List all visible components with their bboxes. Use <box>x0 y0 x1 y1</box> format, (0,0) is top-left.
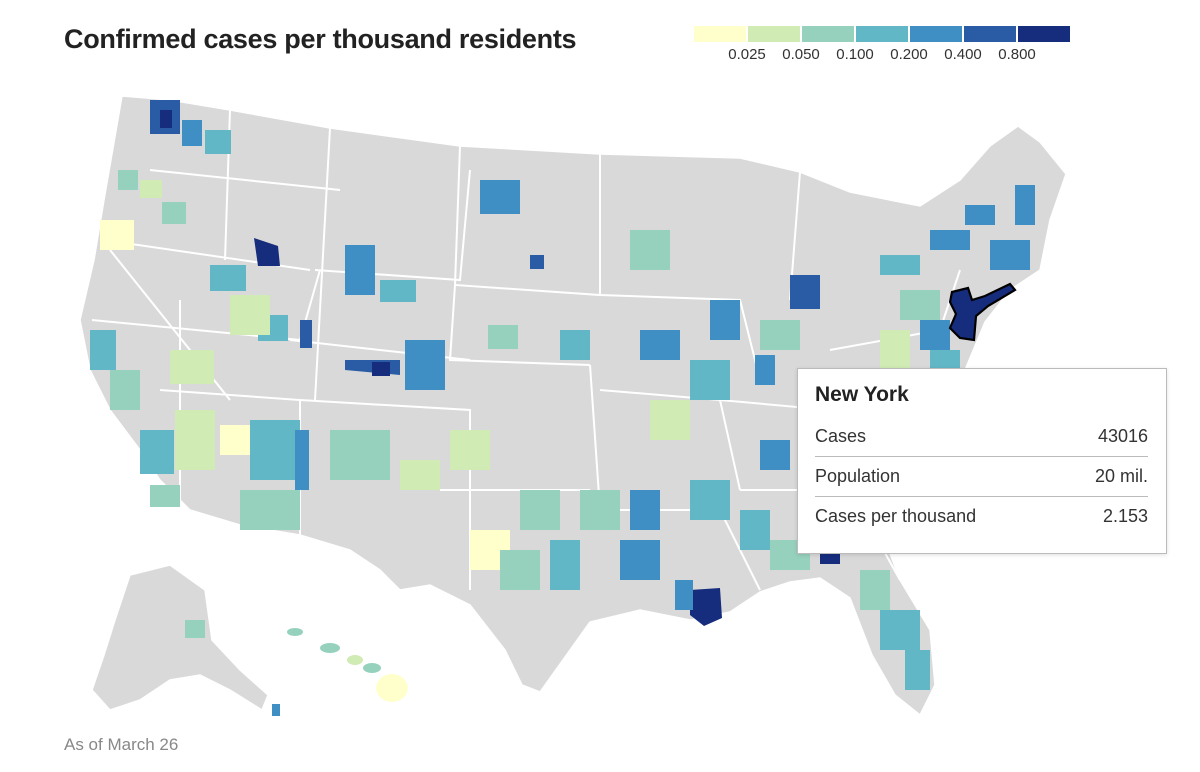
legend-tick-label: 0.800 <box>998 46 1036 63</box>
alaska-landmass[interactable] <box>91 564 269 712</box>
tooltip-label: Population <box>815 466 901 486</box>
legend-tick-label: 0.400 <box>944 46 982 63</box>
legend-swatch <box>1018 26 1070 42</box>
legend-swatch <box>694 26 746 42</box>
highlighted-region-outline[interactable] <box>948 282 1017 342</box>
legend-tick-label: 0.100 <box>836 46 874 63</box>
legend-tick-label: 0.200 <box>890 46 928 63</box>
tooltip-row-cases-per-thousand: Cases per thousand 2.153 <box>815 497 1148 536</box>
region-tooltip: New York Cases 43016 Population 20 mil. … <box>797 368 1167 554</box>
date-footnote: As of March 26 <box>64 735 179 754</box>
tooltip-row-population: Population 20 mil. <box>815 457 1148 497</box>
hawaii-islands[interactable] <box>287 628 408 702</box>
legend-swatch <box>910 26 962 42</box>
tooltip-title: New York <box>815 383 909 406</box>
legend-ticks: 0.025 0.050 0.100 0.200 0.400 0.800 <box>694 42 1072 64</box>
tooltip-value: 20 mil. <box>1094 466 1148 486</box>
us-county-choropleth-map[interactable] <box>0 70 1200 730</box>
tooltip-value: 43016 <box>1097 426 1148 446</box>
map-title: Confirmed cases per thousand residents <box>64 24 577 54</box>
legend-swatch <box>964 26 1016 42</box>
alaska-county-patch[interactable] <box>185 620 205 638</box>
legend-tick-label: 0.050 <box>782 46 820 63</box>
tooltip-value: 2.153 <box>1102 506 1148 526</box>
tooltip-label: Cases per thousand <box>815 506 977 526</box>
legend-swatch <box>802 26 854 42</box>
legend-swatch <box>856 26 908 42</box>
county-patches[interactable] <box>90 100 1035 690</box>
legend-swatches <box>694 26 1072 42</box>
tooltip-row-cases: Cases 43016 <box>815 417 1148 457</box>
tooltip-label: Cases <box>815 426 867 446</box>
legend-tick-label: 0.025 <box>728 46 766 63</box>
alaska-county-patch[interactable] <box>272 704 280 716</box>
color-legend: 0.025 0.050 0.100 0.200 0.400 0.800 <box>694 26 1072 64</box>
legend-swatch <box>748 26 800 42</box>
